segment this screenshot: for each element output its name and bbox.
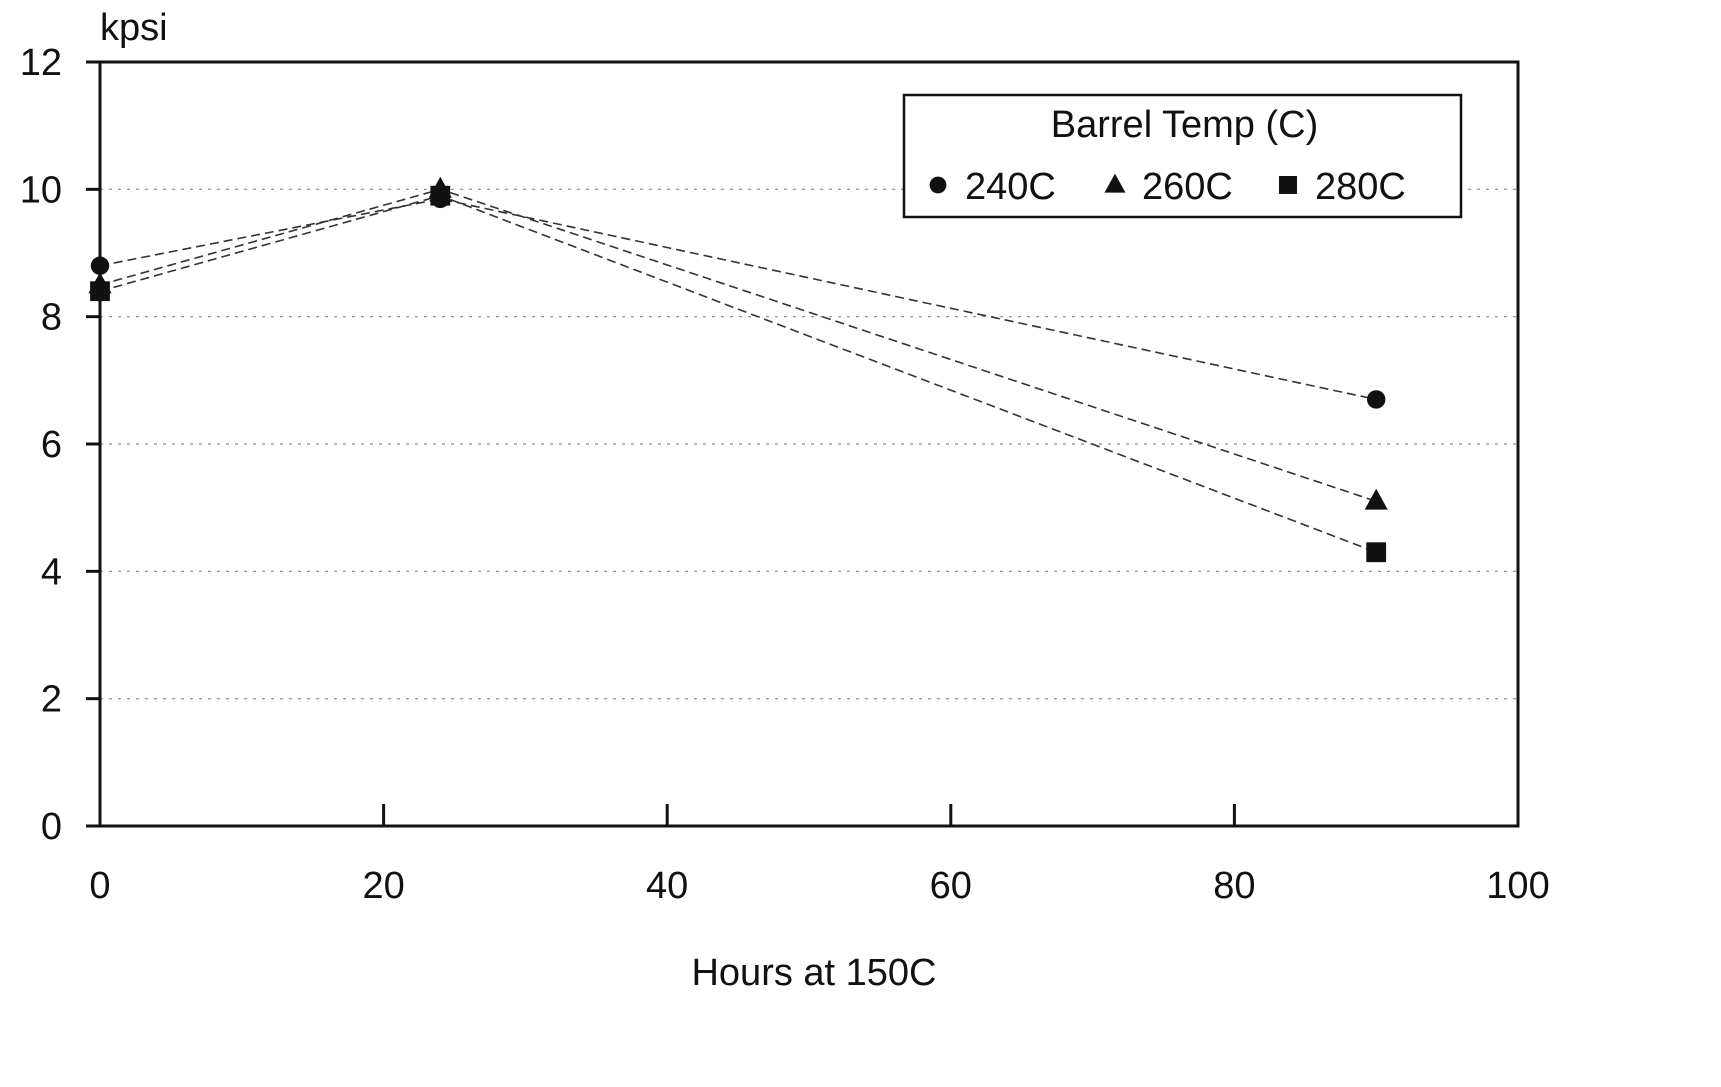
x-axis-title: Hours at 150C [691, 952, 936, 994]
series-line-240C [99, 198, 1377, 401]
data-point-280C [430, 185, 451, 206]
y-axis-title: kpsi [100, 7, 168, 49]
legend-marker-260C [1104, 173, 1126, 193]
x-axis-ticks: 0 20 40 60 80 100 [89, 804, 1550, 907]
data-point-280C [90, 281, 110, 302]
legend-box [902, 93, 1463, 219]
legend-title: Barrel Temp (C) [1051, 104, 1318, 146]
data-point-280C [1366, 542, 1387, 563]
data-point-240C [1366, 390, 1386, 409]
y-tick-label: 12 [20, 42, 62, 84]
y-axis-ticks: 0 2 4 6 8 10 12 [20, 42, 100, 848]
x-tick-label: 80 [1213, 865, 1255, 907]
x-tick-label: 60 [930, 865, 972, 907]
x-tick-label: 0 [89, 865, 110, 907]
x-tick-label: 40 [646, 865, 688, 907]
y-tick-label: 8 [41, 297, 62, 339]
y-tick-label: 4 [41, 551, 62, 593]
data-point-260C [1364, 488, 1388, 510]
legend-label-260C: 260C [1142, 166, 1233, 208]
series-markers [88, 176, 1388, 563]
legend-marker-240C [929, 176, 947, 194]
legend-label-280C: 280C [1315, 166, 1406, 208]
legend-label-240C: 240C [965, 166, 1056, 208]
y-tick-label: 10 [20, 169, 62, 211]
y-tick-label: 0 [41, 806, 62, 848]
legend-marker-280C [1279, 176, 1297, 194]
data-point-240C [90, 256, 110, 275]
y-tick-label: 2 [41, 679, 62, 721]
legend: Barrel Temp (C) 240C 260C 280C [902, 93, 1463, 219]
y-tick-label: 6 [41, 424, 62, 466]
legend-items: 240C 260C 280C [929, 166, 1406, 208]
x-tick-label: 100 [1486, 865, 1549, 907]
x-tick-label: 20 [362, 865, 404, 907]
